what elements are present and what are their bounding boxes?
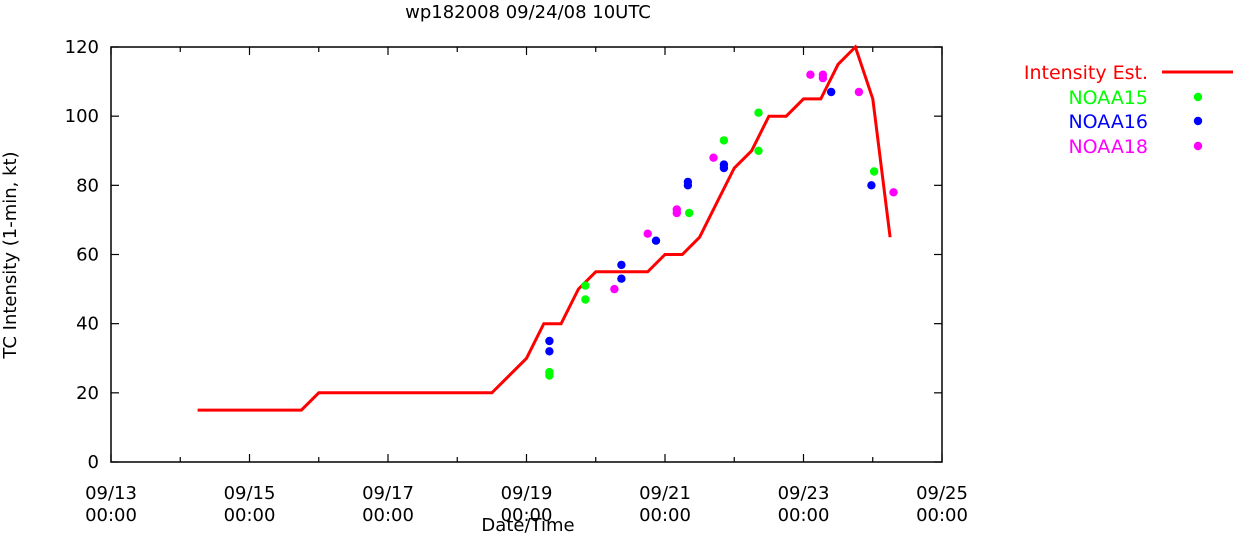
noaa16-point bbox=[545, 347, 554, 356]
y-tick-label: 100 bbox=[65, 106, 99, 127]
noaa15-point bbox=[754, 146, 763, 155]
noaa16-point bbox=[651, 236, 661, 245]
noaa18-point bbox=[610, 284, 619, 294]
x-tick-time-label: 00:00 bbox=[639, 505, 691, 526]
noaa15-point bbox=[685, 208, 694, 218]
noaa15-point bbox=[581, 295, 590, 304]
noaa18-point bbox=[672, 205, 681, 214]
x-tick-time-label: 00:00 bbox=[85, 505, 137, 526]
x-tick-date-label: 09/25 bbox=[916, 483, 968, 504]
x-tick-time-label: 00:00 bbox=[362, 505, 414, 526]
series-layer bbox=[197, 44, 898, 412]
y-axis-label: TC Intensity (1-min, kt) bbox=[0, 151, 21, 359]
noaa16-point bbox=[827, 87, 836, 97]
plot-frame bbox=[110, 46, 943, 463]
legend-swatch-noaa18 bbox=[1193, 141, 1203, 151]
noaa15-point bbox=[545, 367, 554, 377]
x-tick-date-label: 09/19 bbox=[501, 483, 553, 504]
noaa18-point bbox=[889, 188, 898, 197]
noaa16-point bbox=[719, 160, 729, 169]
x-tick-time-label: 00:00 bbox=[916, 505, 968, 526]
noaa18-point bbox=[806, 70, 815, 79]
intensity-est-line bbox=[197, 44, 892, 412]
y-tick-label: 60 bbox=[76, 245, 99, 266]
x-tick-date-label: 09/17 bbox=[362, 483, 414, 504]
noaa18-point bbox=[854, 87, 864, 97]
x-tick-time-label: 00:00 bbox=[778, 505, 830, 526]
legend-swatch-noaa16 bbox=[1193, 116, 1203, 126]
x-tick-date-label: 09/15 bbox=[224, 483, 276, 504]
chart-title: wp182008 09/24/08 10UTC bbox=[405, 2, 651, 23]
legend-label-noaa15: NOAA15 bbox=[1068, 87, 1148, 109]
y-tick-label: 40 bbox=[76, 314, 99, 335]
noaa16-point bbox=[617, 274, 626, 283]
x-tick-time-label: 00:00 bbox=[224, 505, 276, 526]
legend-label-noaa18: NOAA18 bbox=[1068, 136, 1148, 158]
noaa15-point bbox=[754, 108, 763, 117]
y-tick-label: 20 bbox=[76, 383, 99, 404]
noaa15-point bbox=[869, 167, 879, 176]
x-tick-date-label: 09/13 bbox=[85, 483, 137, 504]
noaa18-point bbox=[643, 229, 652, 238]
noaa16-point bbox=[867, 181, 876, 190]
y-tick-label: 80 bbox=[76, 175, 99, 196]
legend-swatch-noaa15 bbox=[1193, 92, 1203, 102]
legend-label-intensity-est: Intensity Est. bbox=[1024, 62, 1148, 84]
noaa18-point bbox=[709, 153, 718, 162]
x-axis-label: Date/Time bbox=[481, 515, 574, 533]
noaa16-point bbox=[683, 177, 693, 187]
x-tick-date-label: 09/21 bbox=[639, 483, 691, 504]
noaa15-point bbox=[719, 136, 729, 145]
x-tick-date-label: 09/23 bbox=[778, 483, 830, 504]
legend-label-noaa16: NOAA16 bbox=[1068, 111, 1148, 133]
y-tick-label: 0 bbox=[88, 452, 99, 473]
noaa16-point bbox=[545, 336, 554, 346]
noaa16-point bbox=[617, 260, 626, 270]
noaa18-point bbox=[818, 70, 828, 79]
y-tick-label: 120 bbox=[65, 37, 99, 58]
x-tick-time-label: 00:00 bbox=[501, 505, 553, 526]
axis-ticks: 02040608010012009/1300:0009/1500:0009/17… bbox=[65, 37, 968, 526]
noaa15-point bbox=[581, 281, 590, 290]
